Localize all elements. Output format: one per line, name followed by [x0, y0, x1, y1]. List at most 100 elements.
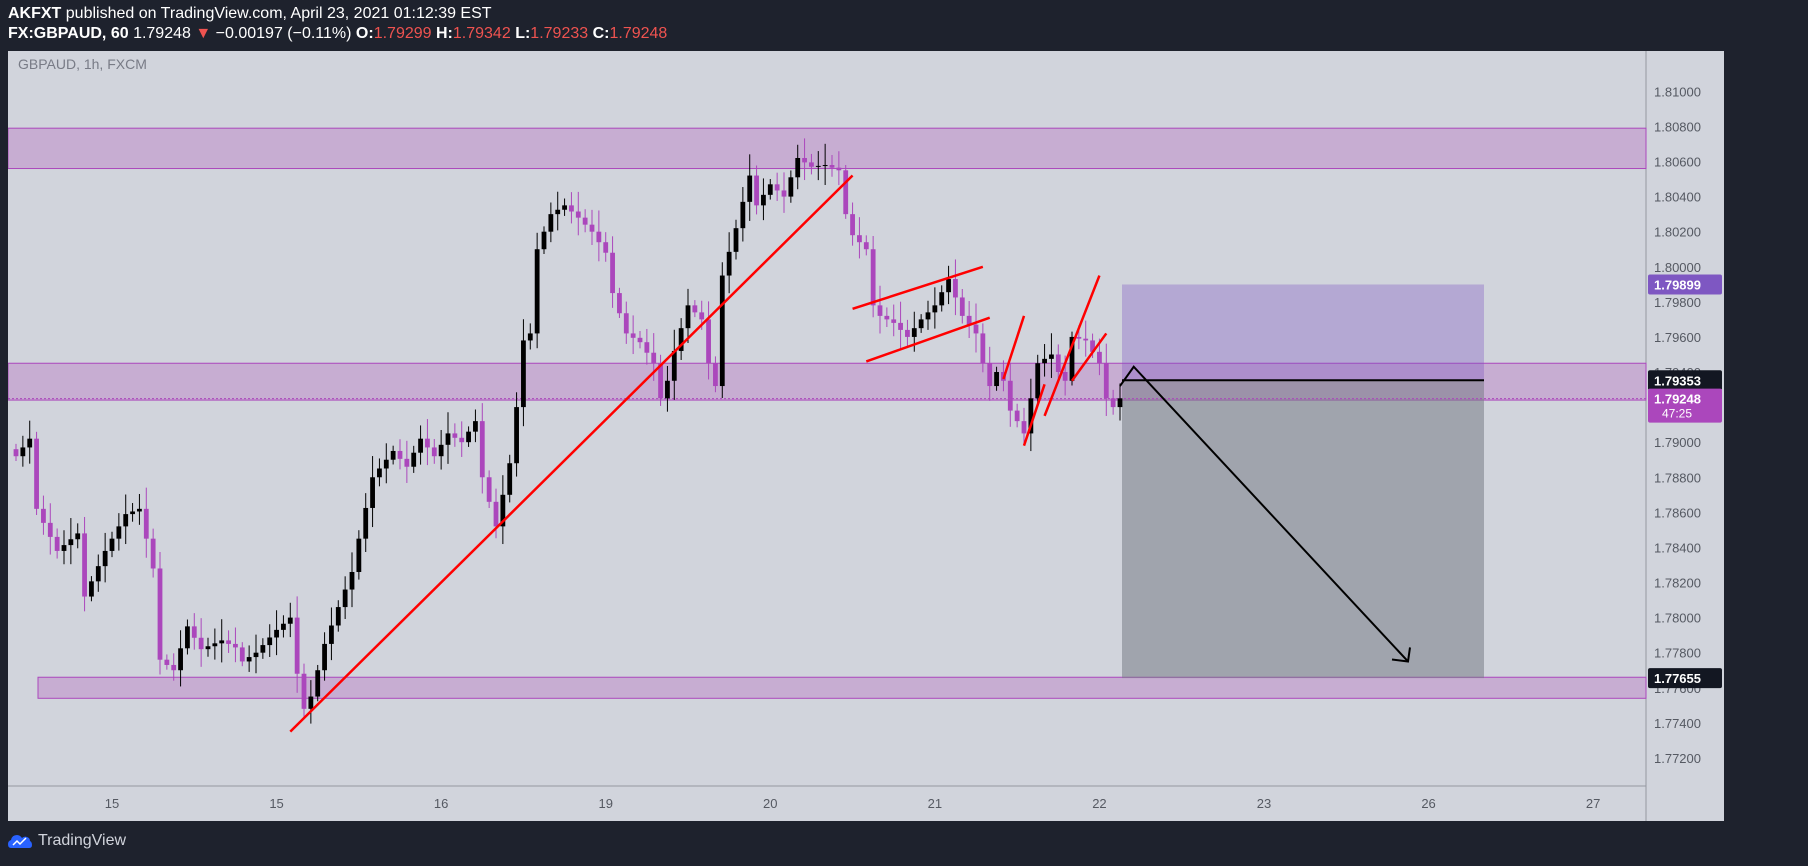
candle-body [1021, 421, 1027, 434]
candle-body [253, 652, 259, 658]
chart-area[interactable]: GBPAUD, 1h, FXCM 1.81000 1.80800 1.80600 1.8… [8, 51, 1724, 821]
candle-body [562, 205, 567, 210]
candle-body [836, 167, 842, 171]
candle-body [802, 158, 807, 163]
x-tick-label: 22 [1092, 796, 1106, 811]
y-tick-label: 1.77800 [1654, 646, 1701, 661]
publisher-name[interactable]: AKFXT [8, 5, 62, 22]
candle-body [356, 538, 362, 572]
candle-body [226, 640, 231, 644]
candle-body [555, 209, 561, 215]
candle-body [315, 670, 321, 697]
candle-body [671, 350, 677, 381]
price-change: −0.00197 (−0.11%) [215, 25, 352, 42]
x-tick-label: 19 [598, 796, 612, 811]
trendline [1022, 383, 1046, 447]
price-scale-label [1648, 370, 1722, 391]
trendline [1002, 315, 1026, 380]
candle-body [164, 659, 170, 665]
sr-zone [37, 676, 1647, 699]
candle-body [733, 228, 739, 252]
candle-body [953, 279, 958, 298]
sr-zone [8, 127, 1647, 170]
candle-body [486, 477, 492, 502]
y-tick-label: 1.78600 [1654, 505, 1701, 520]
candle-body [13, 449, 19, 457]
candle-body [239, 647, 245, 662]
candle-body [767, 184, 773, 195]
candle-body [246, 657, 252, 662]
candle-body [34, 438, 39, 509]
candle-body [342, 589, 348, 608]
symbol-label[interactable]: FX:GBPAUD, 60 [8, 25, 129, 42]
candle-body [411, 452, 417, 467]
stop-zone-box [1122, 380, 1484, 679]
close-label: C: [592, 25, 610, 42]
candle-body [1007, 380, 1013, 411]
candle-body [1117, 398, 1123, 408]
candle-body [678, 328, 684, 351]
candle-body [596, 231, 602, 243]
candle-body [219, 640, 225, 644]
trendline [289, 174, 854, 733]
candle-body [884, 315, 890, 320]
projection-arrow [1119, 365, 1409, 663]
candle-body [459, 437, 465, 443]
y-tick-label: 1.77200 [1654, 751, 1701, 766]
candle-body [178, 648, 183, 671]
candle-body [1014, 410, 1020, 422]
price-chart[interactable]: GBPAUD, 1h, FXCM 1.81000 1.80800 1.80600 1.8… [8, 51, 1724, 821]
candle-body [713, 363, 718, 387]
candle-body [548, 214, 554, 232]
y-tick-label: 1.80400 [1654, 190, 1701, 205]
y-tick-label: 1.78200 [1654, 576, 1701, 591]
candle-body [857, 235, 862, 243]
y-tick-label: 1.81000 [1654, 84, 1701, 99]
candle-body [473, 421, 478, 432]
y-tick-label: 1.80800 [1654, 119, 1701, 134]
candle-body [706, 319, 711, 364]
candle-body [500, 494, 506, 527]
candle-body [630, 333, 636, 338]
y-tick-label: 1.79600 [1654, 330, 1701, 345]
x-tick-label: 23 [1257, 796, 1271, 811]
candle-body [527, 333, 533, 341]
candle-body [685, 305, 691, 329]
candle-body [383, 459, 389, 469]
x-tick-label: 15 [269, 796, 283, 811]
y-tick-label: 1.80000 [1654, 260, 1701, 275]
candle-body [507, 463, 513, 495]
tradingview-logo[interactable]: TradingView [8, 832, 126, 850]
candle-body [911, 328, 917, 337]
candle-body [932, 305, 938, 313]
open-value: 1.79299 [373, 25, 432, 42]
candle-body [966, 315, 972, 325]
candle-body [425, 438, 430, 448]
candle-body [418, 438, 423, 453]
candle-body [623, 313, 629, 334]
candle-body [198, 637, 204, 650]
change-arrow-icon: ▼ [195, 25, 212, 42]
arrow-head-icon [1391, 647, 1411, 663]
candle-body [1028, 398, 1034, 434]
candle-body [815, 165, 821, 167]
candle-body [939, 292, 945, 306]
candle-body [589, 224, 595, 232]
chart-header: AKFXT published on TradingView.com, Apri… [0, 0, 1808, 50]
candle-body [891, 319, 897, 323]
candle-body [137, 508, 142, 512]
low-value: 1.79233 [530, 25, 589, 42]
candle-body [294, 617, 300, 674]
price-scale-label-text: 1.79899 [1654, 277, 1701, 292]
price-scale-label-text: 1.79353 [1654, 373, 1701, 388]
x-tick-label: 15 [105, 796, 119, 811]
open-label: O: [355, 25, 374, 42]
candle-body [102, 550, 108, 567]
candle-body [1069, 336, 1075, 381]
candle-body [191, 626, 197, 638]
candle-body [233, 643, 238, 648]
candle-body [1097, 351, 1102, 364]
candle-body [534, 249, 540, 334]
candle-body [95, 566, 101, 582]
candle-body [431, 447, 437, 457]
